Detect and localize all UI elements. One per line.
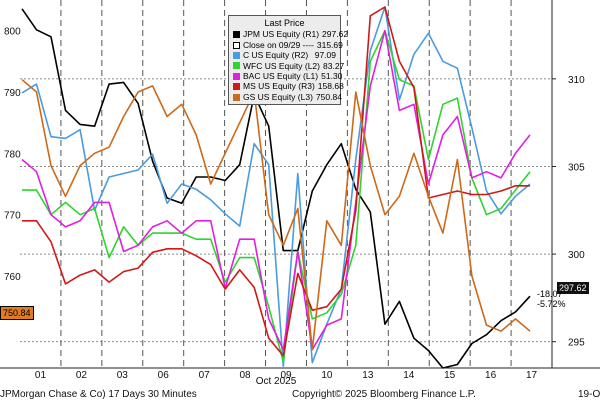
footer-security: JPMorgan Chase & Co) 17 Days 30 Minutes	[0, 389, 197, 400]
series-lines	[21, 6, 531, 369]
legend-item: JPM US Equity (R1) 297.62	[233, 29, 348, 40]
x-tick-label: 03	[117, 370, 129, 381]
series-line-gs	[21, 79, 531, 351]
legend-item: BAC US Equity (L1) 51.30	[233, 71, 342, 82]
legend-swatch	[233, 51, 240, 59]
legend-item-name: JPM US Equity (R1)	[243, 29, 320, 40]
x-tick-label: 09	[280, 370, 292, 381]
jpm-last-price-tag: 297.62	[557, 282, 589, 294]
series-line-bac	[21, 29, 531, 351]
legend: Last Price JPM US Equity (R1) 297.62 Close…	[228, 15, 348, 106]
footer-copyright: Copyright© 2025 Bloomberg Finance L.P.	[292, 389, 476, 400]
footer-date: 19-Oc	[578, 389, 600, 400]
legend-title: Last Price	[264, 18, 305, 28]
legend-item-value: 315.69	[316, 39, 343, 50]
series-line-c	[21, 6, 531, 368]
legend-item: MS US Equity (R3) 158.68	[233, 81, 344, 92]
legend-swatch	[233, 41, 240, 49]
legend-swatch	[233, 31, 240, 39]
legend-item-name: GS US Equity (L3)	[243, 91, 313, 102]
legend-item-value: 51.30	[321, 71, 343, 82]
right-tick-label: 310	[568, 75, 585, 86]
right-tick-label: 305	[568, 162, 585, 173]
axes	[0, 0, 600, 369]
right-tick-label: 300	[568, 250, 585, 261]
x-tick-label: 06	[158, 370, 170, 381]
legend-item: WFC US Equity (L2) 83.27	[233, 60, 344, 71]
legend-item: Close on 09/29 ---- 315.69	[233, 39, 343, 50]
legend-swatch	[233, 72, 240, 80]
legend-item-value: 750.84	[315, 91, 342, 102]
legend-item-value: 97.09	[314, 50, 336, 61]
left-tick-label: 790	[4, 88, 21, 99]
left-tick-label: 780	[4, 149, 21, 160]
legend-swatch	[233, 83, 240, 91]
legend-item-value: 158.68	[317, 81, 344, 92]
right-tick-label: 295	[568, 338, 585, 349]
x-tick-label: 01	[35, 370, 47, 381]
change-percent: -5.72%	[537, 299, 566, 309]
x-tick-label: 08	[240, 370, 252, 381]
left-tick-label: 800	[4, 27, 21, 38]
legend-swatch	[233, 93, 240, 101]
left-tick-label: 760	[4, 272, 21, 283]
change-absolute: -18.07	[537, 289, 563, 299]
x-tick-label: 13	[362, 370, 374, 381]
legend-item-name: WFC US Equity (L2)	[243, 60, 320, 71]
legend-item: C US Equity (R2) 97.09	[233, 50, 336, 60]
series-line-jpm	[21, 8, 531, 369]
x-tick-label: 10	[321, 370, 333, 381]
legend-item-name: C US Equity (R2)	[243, 50, 309, 61]
legend-item-name: Close on 09/29 ----	[243, 39, 314, 50]
legend-item: GS US Equity (L3) 750.84	[233, 91, 342, 102]
gs-last-price-tag: 750.84	[0, 306, 34, 320]
legend-item-name: BAC US Equity (L1)	[243, 71, 319, 82]
x-tick-label: 16	[485, 370, 497, 381]
x-tick-label: 14	[403, 370, 415, 381]
x-axis-label: Oct 2025	[256, 376, 297, 387]
x-tick-label: 07	[199, 370, 211, 381]
legend-item-value: 83.27	[323, 60, 345, 71]
x-tick-label: 15	[444, 370, 456, 381]
legend-item-value: 297.62	[322, 29, 349, 40]
left-tick-label: 770	[4, 211, 21, 222]
x-tick-label: 02	[76, 370, 88, 381]
legend-swatch	[233, 62, 240, 70]
tick-labels: 01 02 03 06 07 08 09 10 13 14 15 16 17 760 770 780 790 80…	[4, 27, 585, 381]
legend-rows: JPM US Equity (R1) 297.62 Close on 09/29 -…	[233, 29, 348, 102]
x-tick-label: 17	[526, 370, 538, 381]
legend-item-name: MS US Equity (R3)	[243, 81, 315, 92]
series-line-ms	[22, 6, 530, 357]
